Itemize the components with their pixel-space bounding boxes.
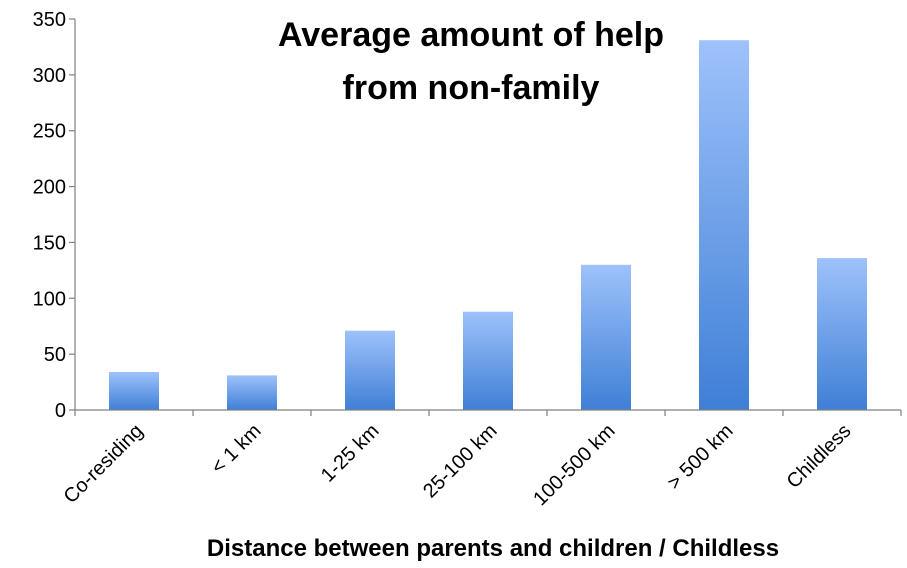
axes-layer (69, 18, 902, 416)
y-tick-label-4: 200 (33, 177, 66, 199)
chart-title-line-1: Average amount of help (278, 16, 664, 54)
bar-5 (699, 40, 749, 410)
chart-title-line-2: from non-family (343, 69, 600, 107)
y-tick-label-6: 300 (33, 65, 66, 87)
bars-layer (109, 40, 867, 410)
x-tick-label-2: 1-25 km (317, 420, 384, 487)
bar-0 (109, 372, 159, 410)
x-tick-label-0: Co-residing (60, 420, 148, 508)
bar-2 (345, 330, 395, 410)
y-tick-label-0: 0 (55, 400, 66, 422)
x-tick-label-1: < 1 km (207, 420, 265, 478)
x-tick-label-3: 25-100 km (419, 420, 501, 502)
bar-4 (581, 264, 631, 410)
y-tick-label-1: 50 (44, 344, 66, 366)
x-axis-title: Distance between parents and children / … (207, 535, 779, 562)
y-tick-label-2: 100 (33, 288, 66, 310)
x-tick-label-4: 100-500 km (529, 420, 619, 510)
y-tick-labels: 0 50 100 150 200 250 300 350 (33, 9, 66, 422)
x-tick-labels: Co-residing < 1 km 1-25 km 25-100 km 100-500… (60, 420, 856, 510)
y-tick-label-3: 150 (33, 232, 66, 254)
x-tick-label-6: Childless (783, 420, 856, 493)
bar-1 (227, 375, 277, 410)
bar-3 (463, 311, 513, 410)
x-tick-label-5: > 500 km (663, 420, 737, 494)
y-tick-label-7: 350 (33, 9, 66, 31)
bar-6 (817, 258, 867, 410)
y-tick-label-5: 250 (33, 121, 66, 143)
